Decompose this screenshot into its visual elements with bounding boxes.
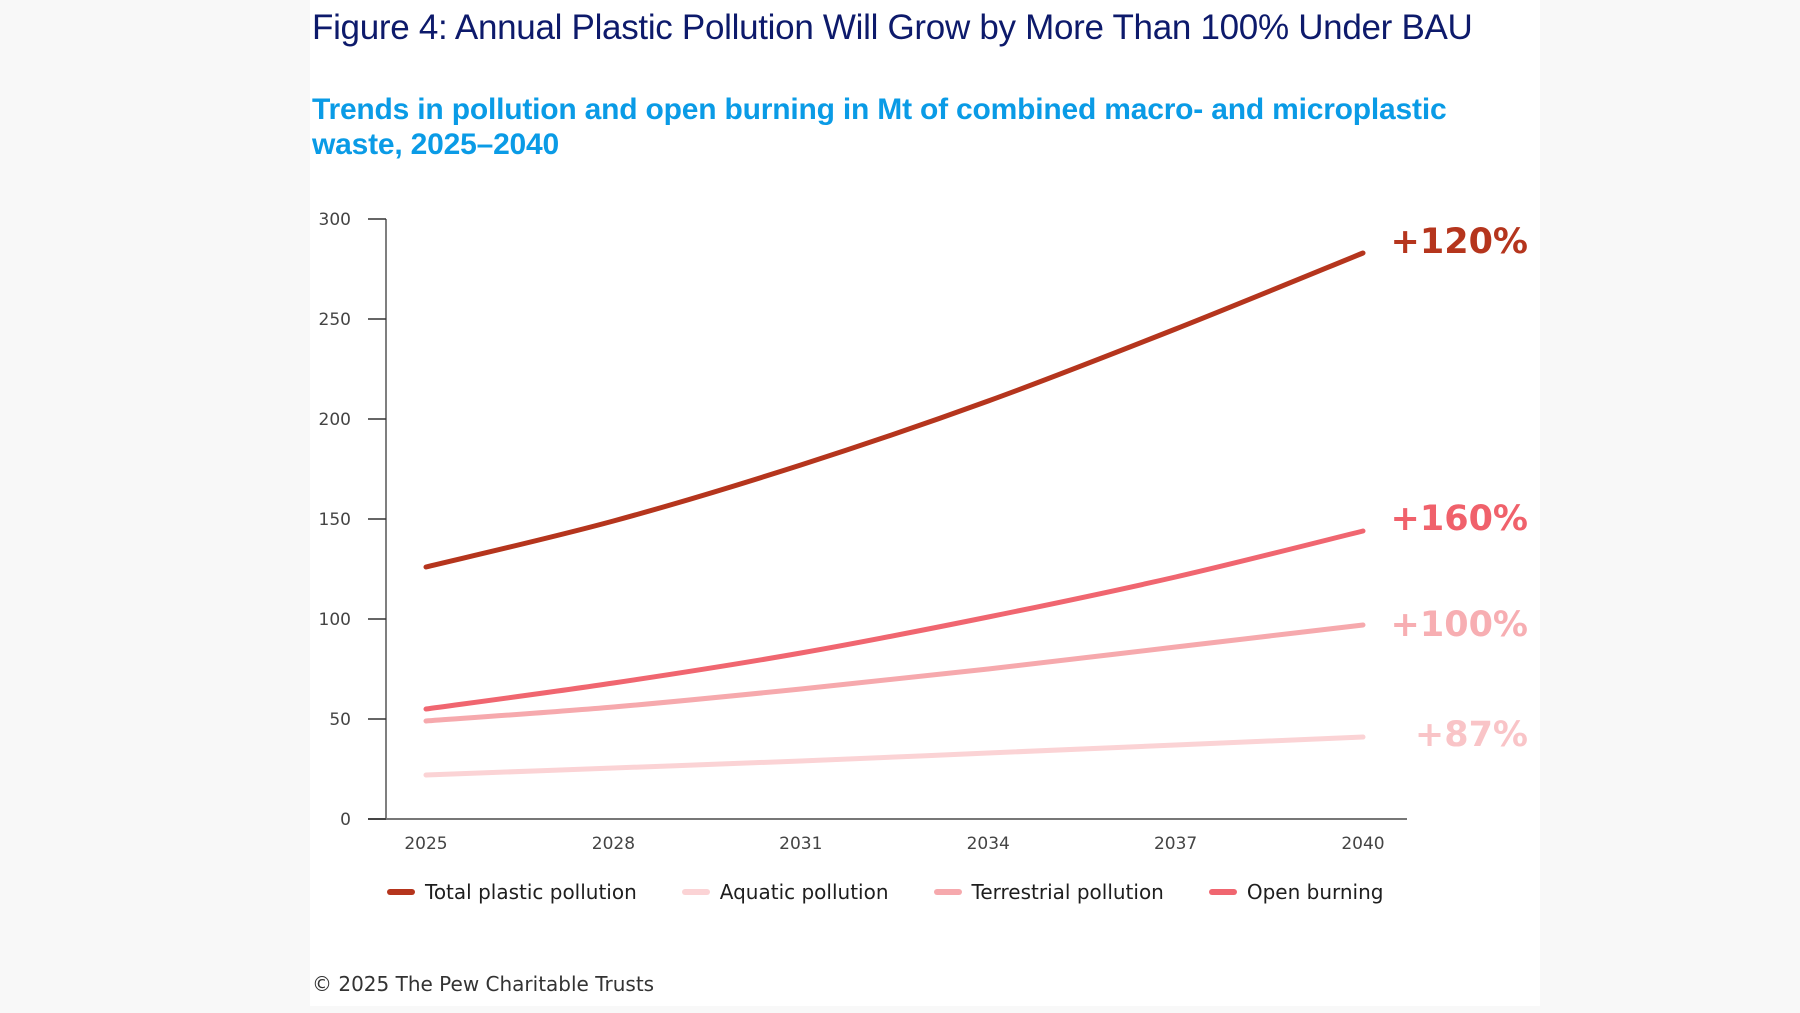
axes: 0 50 100 150 200 250 300 2025 2028 2031 2034 2037 20… xyxy=(319,210,1407,854)
chart-subtitle: Trends in pollution and open burning in … xyxy=(312,93,1447,161)
end-label-terrestrial-pollution: +100% xyxy=(1391,605,1528,645)
legend-label-terrestrial: Terrestrial pollution xyxy=(971,880,1164,904)
legend-item-terrestrial: Terrestrial pollution xyxy=(933,880,1164,904)
end-labels: +120% +87% +100% +160% xyxy=(1391,222,1528,755)
legend-item-aquatic: Aquatic pollution xyxy=(681,880,889,904)
y-tick-label: 300 xyxy=(319,210,351,230)
end-label-total-plastic-pollution: +120% xyxy=(1391,222,1528,262)
y-tick-label: 200 xyxy=(319,410,351,430)
legend-swatch-total xyxy=(387,889,415,895)
figure-panel xyxy=(310,0,1540,1006)
y-tick-label: 50 xyxy=(329,710,351,730)
end-label-aquatic-pollution: +87% xyxy=(1415,715,1528,755)
legend-item-open-burning: Open burning xyxy=(1208,880,1384,904)
series-line-total-plastic-pollution xyxy=(423,250,1366,570)
series-line-terrestrial-pollution xyxy=(423,622,1366,724)
legend-swatch-aquatic xyxy=(681,889,710,895)
legend-item-total: Total plastic pollution xyxy=(387,880,637,904)
x-tick-label: 2040 xyxy=(1341,834,1384,854)
y-tick-label: 150 xyxy=(319,510,351,530)
x-tick-label: 2037 xyxy=(1154,834,1197,854)
x-tick-label: 2034 xyxy=(967,834,1010,854)
y-tick-label: 0 xyxy=(340,810,351,830)
legend-swatch-open-burning xyxy=(1208,889,1237,895)
x-tick-label: 2028 xyxy=(592,834,635,854)
end-label-open-burning: +160% xyxy=(1391,499,1528,539)
x-tick-label: 2031 xyxy=(779,834,822,854)
y-tick-label: 100 xyxy=(319,610,351,630)
series-line-open-burning xyxy=(423,528,1366,712)
series-lines xyxy=(423,250,1366,778)
legend-label-open-burning: Open burning xyxy=(1246,880,1384,904)
series-line-aquatic-pollution xyxy=(423,734,1366,778)
x-tick-label: 2025 xyxy=(404,834,447,854)
legend-label-aquatic: Aquatic pollution xyxy=(719,880,889,904)
y-tick-label: 250 xyxy=(319,310,351,330)
legend-swatch-terrestrial xyxy=(933,889,962,895)
legend-label-total: Total plastic pollution xyxy=(425,880,637,904)
legend: Total plastic pollution Aquatic pollutio… xyxy=(387,880,1428,904)
copyright-text: © 2025 The Pew Charitable Trusts xyxy=(312,972,655,996)
chart-title: Figure 4: Annual Plastic Pollution Will … xyxy=(312,8,1473,47)
